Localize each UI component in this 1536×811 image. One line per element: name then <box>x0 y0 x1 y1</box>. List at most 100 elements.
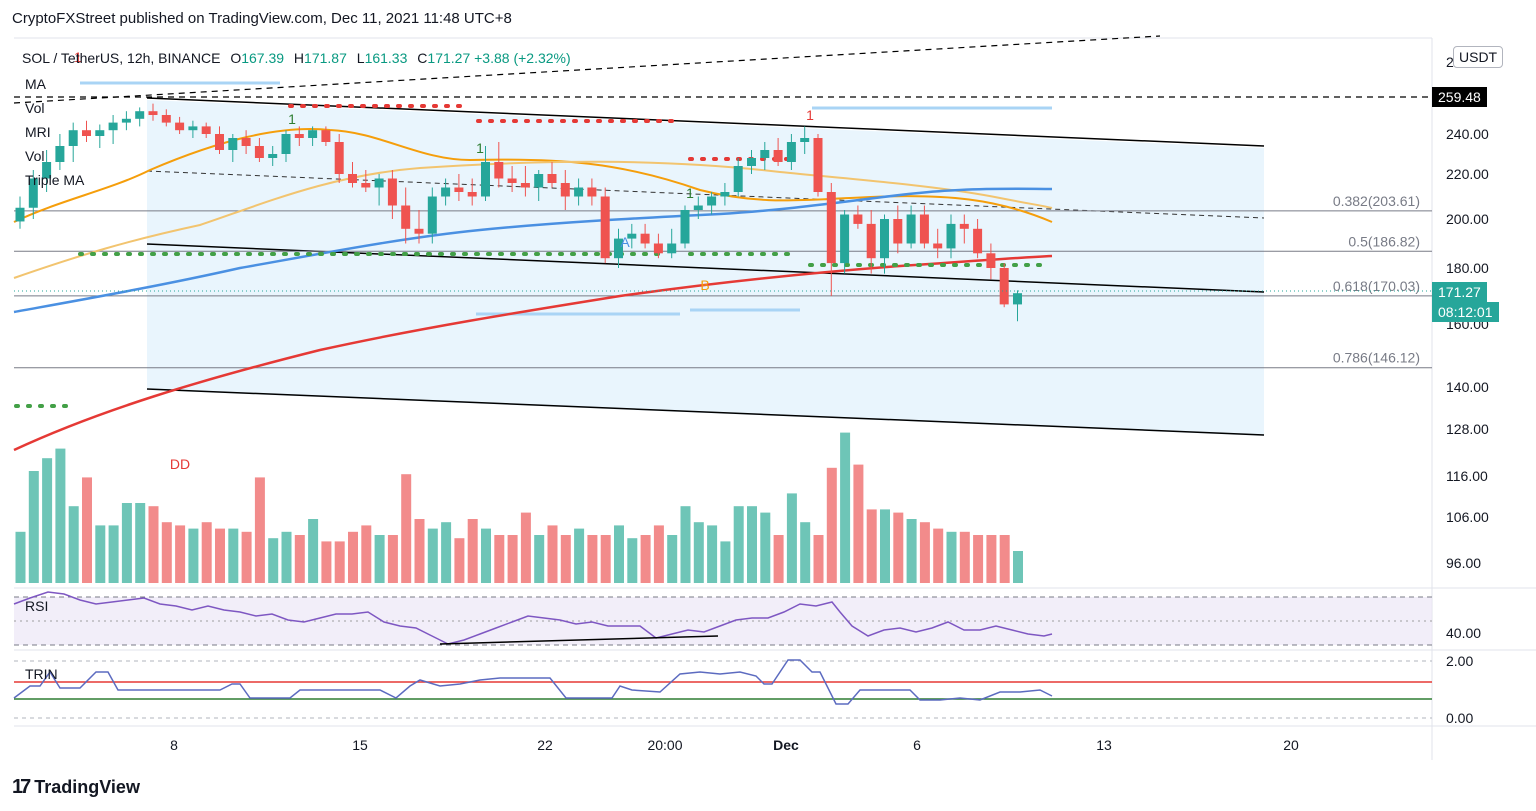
indicator-vol-2[interactable]: Vol <box>25 148 45 164</box>
current-price-tag: 171.27 <box>1432 282 1487 302</box>
trend-dashed-upper <box>13 35 1161 104</box>
volume-bar <box>959 531 970 583</box>
candle-body <box>614 238 623 259</box>
x-tick-label: 13 <box>1096 737 1112 753</box>
indicator-mri[interactable]: MRI <box>25 124 51 140</box>
chart-annotation: 1 <box>686 185 694 201</box>
x-tick-label: Dec <box>773 737 799 753</box>
volume-bar <box>201 522 212 583</box>
chart-annotation: DD <box>170 456 190 472</box>
channel-lower-line <box>146 388 1265 436</box>
candle-body <box>121 118 131 123</box>
volume-bar <box>600 535 611 583</box>
volume-bar <box>121 503 132 583</box>
volume-bar <box>574 528 585 583</box>
symbol-legend[interactable]: SOL / TetherUS, 12h, BINANCE O167.39 H17… <box>22 50 571 66</box>
candle-body <box>42 162 52 179</box>
candle-body <box>693 205 703 210</box>
candle-body <box>826 192 836 264</box>
volume-bar <box>946 531 957 583</box>
candle-body <box>308 130 318 138</box>
candle-body <box>15 207 25 222</box>
y-tick-label: 116.00 <box>1446 468 1488 484</box>
indicator-legend[interactable]: MA Vol MRI Vol Triple MA <box>25 72 84 192</box>
trin-label[interactable]: TRIN <box>25 666 58 682</box>
currency-selector[interactable]: USDT <box>1453 46 1504 68</box>
low-value: 161.33 <box>364 50 408 66</box>
indicator-ma[interactable]: MA <box>25 76 46 92</box>
volume-bar <box>773 535 784 583</box>
candle-body <box>321 130 331 142</box>
candle-body <box>587 187 597 197</box>
volume-bar <box>95 525 106 583</box>
candle-body <box>933 243 943 249</box>
red-dotted-markers <box>288 104 792 161</box>
volume-bar <box>28 471 39 583</box>
candle-body <box>135 111 145 119</box>
candle-body <box>494 162 504 179</box>
y-tick-label: 220.00 <box>1446 166 1489 182</box>
volume-bar <box>720 541 731 583</box>
x-tick-label: 20 <box>1283 737 1299 753</box>
candle-body <box>1013 293 1022 305</box>
candle-body <box>175 122 185 131</box>
volume-bar <box>494 535 505 583</box>
candle-body <box>441 187 451 197</box>
volume-bar <box>919 522 930 583</box>
volume-bar <box>1013 551 1023 583</box>
candle-body <box>653 243 663 254</box>
volume-bar <box>667 535 678 583</box>
volume-bar <box>893 512 904 583</box>
y-tick-label: 128.00 <box>1446 421 1489 437</box>
ma-orange <box>13 128 1053 223</box>
publish-header: CryptoFXStreet published on TradingView.… <box>12 10 512 27</box>
tradingview-logo-icon: 17 <box>12 776 31 798</box>
volume-bar <box>614 525 624 583</box>
volume-bar <box>800 522 811 583</box>
y-tick-label: 240.00 <box>1446 126 1489 142</box>
volume-bar <box>414 519 425 583</box>
candle-body <box>773 150 783 162</box>
symbol-name: SOL / TetherUS, 12h, BINANCE <box>22 50 221 66</box>
x-tick-label: 20:00 <box>647 737 682 753</box>
candle-body <box>999 268 1009 305</box>
candle-body <box>507 178 517 183</box>
candle-body <box>853 214 863 224</box>
volume-bar <box>148 506 159 583</box>
indicator-triple-ma[interactable]: Triple MA <box>25 172 85 188</box>
y-tick-label: 180.00 <box>1446 260 1489 276</box>
volume-bar <box>82 477 92 583</box>
dotted-markers <box>14 252 1042 408</box>
indicator-vol[interactable]: Vol <box>25 100 45 116</box>
rsi-label[interactable]: RSI <box>25 598 49 614</box>
candle-body <box>680 210 690 244</box>
candle-body <box>161 115 171 123</box>
candle-body <box>574 187 584 197</box>
volume-bar <box>15 531 26 583</box>
candle-body <box>560 183 570 197</box>
chart-annotation: B <box>700 277 709 293</box>
volume-bar <box>986 535 997 583</box>
volume-bar <box>321 541 332 583</box>
volume-bar <box>42 458 53 583</box>
candle-body <box>786 142 796 162</box>
candle-body <box>880 219 889 259</box>
candle-body <box>893 219 903 244</box>
volume-bar <box>826 467 837 583</box>
candle-body <box>906 214 916 244</box>
rsi-tick-label: 40.00 <box>1446 625 1481 641</box>
tradingview-logo[interactable]: 17 TradingView <box>12 776 140 798</box>
fib-label: 0.5(186.82) <box>1348 233 1420 249</box>
volume-bar <box>228 528 239 583</box>
annotations: 1 1 1 1 1 A B DD <box>74 49 814 472</box>
volume-bar <box>507 535 518 583</box>
candle-body <box>919 214 929 244</box>
volume-bar <box>334 541 345 583</box>
price-axis: 240.00220.00200.00180.00160.00140.00128.… <box>1446 54 1489 726</box>
candle-body <box>414 228 424 234</box>
candle-body <box>454 187 464 192</box>
candle-body <box>547 174 557 183</box>
volume-bar <box>733 506 744 583</box>
candle-body <box>733 166 743 192</box>
